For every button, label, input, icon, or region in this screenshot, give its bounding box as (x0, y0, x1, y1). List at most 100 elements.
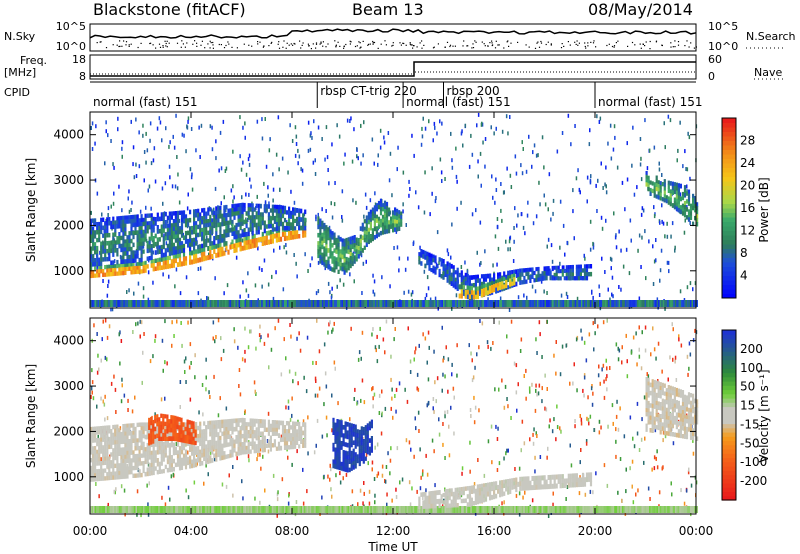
power-cell (359, 234, 362, 240)
power-ground-cell (626, 300, 629, 307)
velocity-noise-point (358, 350, 361, 355)
power-cell (294, 234, 297, 240)
power-cell (559, 276, 562, 281)
velocity-noise-point (636, 431, 639, 436)
power-cell (442, 259, 445, 264)
power-noise-point (428, 119, 430, 124)
power-cell (182, 243, 186, 249)
power-noise-point (618, 229, 620, 234)
velocity-noise-point (295, 500, 298, 504)
power-noise-point (104, 161, 106, 166)
velocity-noise-point (546, 319, 548, 324)
power-ground-cell (549, 300, 551, 307)
power-cell (359, 242, 362, 248)
power-ground-cell (368, 300, 371, 307)
power-ground-cell (564, 300, 567, 307)
power-cell (525, 268, 528, 273)
power-cell (140, 261, 143, 266)
nsearch-point (308, 45, 310, 47)
velocity-noise-point (513, 361, 516, 366)
velocity-cell (126, 454, 129, 460)
power-cell (253, 219, 256, 224)
power-cell (283, 217, 287, 223)
power-cell (288, 226, 291, 231)
velocity-ground-cell (258, 506, 261, 513)
power-cell (166, 260, 169, 265)
power-noise-point (350, 116, 352, 121)
power-noise-point (317, 212, 319, 217)
power-cell (221, 234, 224, 239)
power-cell (237, 203, 240, 208)
nsearch-point (322, 45, 324, 47)
velocity-noise-point (371, 467, 373, 472)
velocity-noise-point (353, 397, 355, 401)
power-cell (263, 228, 266, 234)
power-ground-cell (599, 300, 601, 307)
power-cell (257, 207, 260, 212)
velocity-noise-point (427, 330, 430, 335)
velocity-cell (102, 425, 105, 431)
power-cell (92, 269, 95, 275)
velocity-cell (124, 470, 127, 475)
power-cell (273, 215, 276, 221)
power-cell (513, 281, 516, 286)
velocity-ground-cell (503, 506, 506, 513)
velocity-noise-point (621, 360, 623, 365)
power-noise-point (107, 279, 110, 284)
power-cell (527, 275, 530, 280)
velocity-noise-point (606, 483, 609, 488)
power-cell (209, 214, 212, 220)
power-cell (263, 220, 266, 226)
power-ground-cell (130, 300, 133, 307)
power-noise-point (106, 293, 109, 298)
power-cell (203, 235, 206, 240)
velocity-noise-point (299, 348, 302, 353)
power-ground-cell (508, 300, 511, 307)
velocity-cell (134, 454, 137, 459)
power-cell (136, 222, 139, 227)
power-cell (269, 208, 272, 213)
power-noise-point (410, 292, 413, 297)
power-cell (390, 216, 393, 221)
power-cell (464, 280, 467, 286)
velocity-noise-point (472, 375, 475, 380)
velocity-cell (108, 444, 111, 450)
velocity-noise-point (618, 348, 621, 353)
power-noise-point (610, 257, 613, 262)
power-cell (677, 191, 680, 196)
nsearch-point (508, 45, 510, 47)
power-cell (203, 231, 206, 236)
nsearch-point (413, 45, 415, 47)
power-cell (172, 219, 175, 224)
velocity-ground-cell (424, 506, 427, 513)
velocity-cell (96, 449, 99, 455)
velocity-ground-cell (526, 506, 529, 513)
velocity-noise-point (187, 450, 189, 455)
power-cell (132, 242, 135, 248)
power-noise-point (552, 211, 554, 216)
power-ground-cell (530, 300, 533, 307)
power-cell (195, 221, 198, 226)
power-cell (325, 248, 328, 253)
power-cell (114, 264, 117, 269)
power-noise-point (548, 172, 551, 177)
velocity-noise-point (242, 496, 244, 501)
power-ground-cell (158, 300, 161, 307)
velocity-ground-cell (152, 506, 155, 513)
power-cell (394, 207, 397, 212)
velocity-cell (104, 452, 107, 458)
power-noise-point (573, 236, 575, 241)
power-noise-point (214, 186, 217, 191)
power-cell (267, 216, 270, 221)
power-cell (239, 222, 242, 227)
velocity-noise-point (407, 326, 409, 331)
power-cell (253, 233, 256, 239)
power-cell (553, 272, 556, 277)
velocity-noise-point (259, 452, 261, 457)
power-cell (426, 256, 429, 261)
power-cell (545, 270, 548, 276)
velocity-cell (106, 429, 109, 434)
velocity-ground-cell (264, 506, 267, 513)
velocity-noise-point (378, 411, 381, 415)
velocity-noise-point (522, 495, 524, 500)
